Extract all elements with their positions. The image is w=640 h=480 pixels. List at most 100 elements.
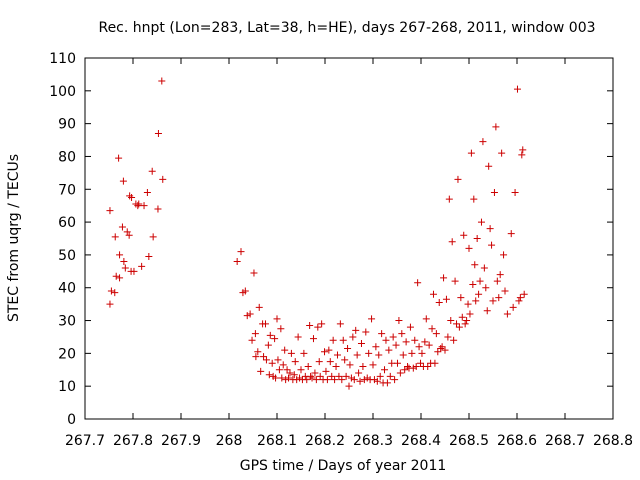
data-point (331, 376, 339, 384)
x-tick-label: 268 (216, 433, 243, 449)
data-point (457, 294, 465, 302)
x-tick-label: 268.8 (593, 433, 633, 449)
data-point (406, 323, 414, 331)
data-point (516, 294, 524, 302)
data-point (140, 202, 148, 210)
data-point (357, 340, 365, 348)
data-point (312, 376, 320, 384)
data-point (480, 264, 488, 272)
data-point (513, 85, 521, 93)
data-point (440, 274, 448, 282)
data-point (349, 333, 357, 341)
data-point (311, 369, 319, 377)
data-point (451, 277, 459, 285)
data-point (273, 315, 281, 323)
data-point (429, 290, 437, 298)
data-point (424, 362, 432, 370)
data-point (277, 325, 285, 333)
data-point (106, 207, 114, 215)
data-point (314, 323, 322, 331)
data-point (335, 372, 343, 380)
x-tick-label: 268.1 (257, 433, 297, 449)
chart-title: Rec. hnpt (Lon=283, Lat=38, h=HE), days … (98, 20, 595, 36)
x-tick-label: 267.9 (161, 433, 201, 449)
data-point (352, 326, 360, 334)
data-point (501, 287, 509, 295)
data-point (368, 315, 376, 323)
data-point (470, 195, 478, 203)
data-point (342, 372, 350, 380)
data-point (382, 336, 390, 344)
data-point (248, 336, 256, 344)
y-tick-label: 30 (58, 314, 76, 330)
data-point (285, 374, 293, 382)
y-tick-label: 10 (58, 379, 76, 395)
data-point (492, 123, 500, 131)
data-point (435, 298, 443, 306)
data-point (255, 303, 263, 311)
data-point (274, 356, 282, 364)
data-point (463, 317, 471, 325)
data-point (118, 223, 126, 231)
x-tick-label: 268.3 (353, 433, 393, 449)
data-point (447, 317, 455, 325)
data-point (237, 248, 245, 256)
data-point (475, 290, 483, 298)
y-tick-label: 0 (67, 412, 76, 428)
data-point (321, 348, 329, 356)
data-point (329, 336, 337, 344)
data-point (396, 369, 404, 377)
data-point (287, 349, 295, 357)
data-point (345, 382, 353, 390)
data-point (154, 205, 162, 213)
data-point (485, 162, 493, 170)
data-point (383, 379, 391, 387)
data-point (308, 374, 316, 382)
data-point (372, 343, 380, 351)
data-point (257, 367, 265, 375)
data-point (355, 369, 363, 377)
data-point (356, 377, 364, 385)
data-point (444, 333, 452, 341)
data-point (116, 251, 124, 259)
data-point (362, 328, 370, 336)
data-point (477, 218, 485, 226)
data-point (498, 149, 506, 157)
data-point (381, 366, 389, 374)
y-tick-label: 40 (58, 281, 76, 297)
data-point (402, 338, 410, 346)
data-point (511, 189, 519, 197)
data-point (409, 364, 417, 372)
data-point (260, 353, 268, 361)
y-tick-label: 70 (58, 182, 76, 198)
data-point (417, 359, 425, 367)
data-point (415, 343, 423, 351)
data-point (336, 320, 344, 328)
data-point (158, 77, 166, 85)
data-point (465, 244, 473, 252)
data-point (414, 279, 422, 287)
data-point (453, 320, 461, 328)
y-tick-label: 100 (49, 84, 76, 100)
data-point (290, 371, 298, 379)
data-point (149, 233, 157, 241)
data-point (294, 333, 302, 341)
data-point (471, 261, 479, 269)
data-point (411, 336, 419, 344)
data-point (378, 330, 386, 338)
data-point (126, 192, 134, 200)
data-point (373, 377, 381, 385)
data-point (318, 320, 326, 328)
data-point (353, 351, 361, 359)
data-point (518, 151, 526, 159)
data-point (432, 330, 440, 338)
x-axis: 267.7 267.8 267.9 268 268.1 268.2 268.3 268.4 26… (65, 58, 633, 449)
data-point (246, 310, 254, 318)
data-point (154, 129, 162, 137)
data-point (461, 320, 469, 328)
data-point (344, 344, 352, 352)
data-point (376, 372, 384, 380)
data-point (339, 336, 347, 344)
data-point (325, 346, 333, 354)
